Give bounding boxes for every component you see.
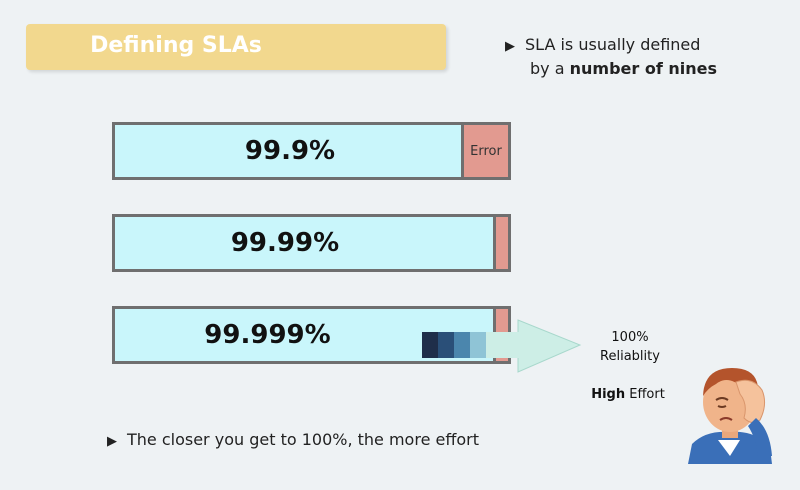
high-effort-label: High Effort — [578, 387, 678, 402]
sla-bar-three-nines: 99.9% Error — [112, 122, 511, 180]
bullet-sla-line2-pre: by a — [530, 59, 570, 78]
error-segment — [493, 217, 508, 269]
target-pct: 100% — [611, 330, 649, 345]
high-effort-bold: High — [591, 387, 626, 402]
slide-title-box: Defining SLAs — [26, 24, 446, 70]
target-reliability-label: 100% Reliablity — [580, 328, 680, 366]
target-text: Reliablity — [600, 349, 660, 364]
bullet-marker-icon: ▶ — [505, 39, 515, 54]
sla-bar-four-nines: 99.99% — [112, 214, 511, 272]
bullet-bottom-text: The closer you get to 100%, the more eff… — [127, 430, 480, 449]
sla-bar-label: 99.99% — [230, 228, 340, 258]
bullet-sla-line1: SLA is usually defined — [525, 35, 701, 54]
bullet-sla-definition: ▶ SLA is usually defined by a number of n… — [505, 34, 717, 80]
bullet-marker-icon: ▶ — [107, 434, 117, 449]
stressed-person-icon — [688, 368, 772, 464]
error-segment: Error — [461, 125, 508, 177]
high-effort-rest: Effort — [625, 387, 665, 402]
sla-bar-label: 99.9% — [244, 136, 336, 166]
gradient-arrow-icon — [422, 319, 582, 373]
sla-bar-label: 99.999% — [204, 320, 331, 350]
bullet-sla-line2-bold: number of nines — [569, 59, 717, 78]
bullet-closer-more-effort: ▶ The closer you get to 100%, the more ef… — [107, 430, 479, 449]
slide-title: Defining SLAs — [90, 33, 262, 58]
error-label: Error — [470, 143, 502, 159]
